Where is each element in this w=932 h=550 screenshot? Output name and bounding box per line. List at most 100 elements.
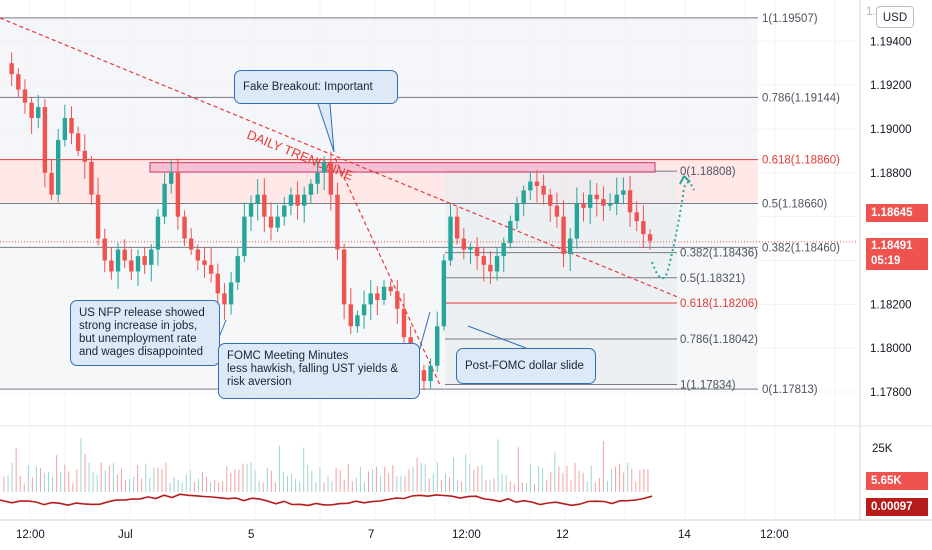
x-tick-7: 12:00 — [760, 529, 789, 541]
candle-14 — [95, 194, 101, 239]
candle-78 — [521, 190, 526, 204]
candle-42 — [282, 205, 287, 217]
candle-66 — [441, 260, 447, 327]
candle-16 — [109, 260, 114, 272]
candle-49 — [328, 161, 334, 195]
fib-right-label-3: 0.618(1.18206) — [680, 298, 758, 310]
candle-72 — [481, 256, 486, 265]
candle-40 — [268, 216, 274, 228]
fib-left-label-5: 0(1.17813) — [762, 384, 818, 396]
candle-5 — [36, 107, 41, 119]
candle-47 — [315, 172, 320, 184]
oscillator-line — [0, 493, 653, 507]
fake-breakout-pointer — [317, 103, 335, 153]
volume-scale-label: 25K — [872, 443, 893, 455]
candle-82 — [548, 194, 553, 206]
candle-55 — [368, 293, 373, 305]
candle-81 — [541, 185, 546, 195]
candle-53 — [355, 315, 360, 327]
fib-right-label-2: 0.5(1.18321) — [680, 273, 745, 285]
x-tick-3: 7 — [368, 529, 374, 541]
candle-3 — [22, 89, 28, 103]
candle-60 — [401, 308, 407, 338]
candle-45 — [302, 194, 307, 206]
candle-91 — [607, 203, 613, 206]
y-tick-1: 1.19200 — [870, 80, 912, 92]
y-tick-6: 1.18200 — [870, 299, 912, 311]
candle-13 — [89, 161, 94, 195]
projection-path — [651, 181, 695, 280]
x-tick-2: 5 — [248, 529, 254, 541]
candle-22 — [149, 249, 154, 265]
daily-trendline — [0, 17, 681, 299]
candle-39 — [262, 194, 267, 217]
fib-right-label-0: 0(1.18808) — [680, 166, 736, 178]
candle-67 — [448, 216, 453, 261]
resistance-zone — [149, 162, 656, 173]
candle-30 — [202, 260, 207, 265]
candle-93 — [621, 190, 626, 195]
candle-9 — [62, 118, 68, 140]
x-tick-5: 12 — [556, 529, 569, 541]
candle-80 — [534, 181, 540, 186]
last-price-value: 1.18491 — [871, 240, 913, 252]
y-tick-0: 1.19400 — [870, 36, 912, 48]
fib-left-label-4: 0.382(1.18460) — [762, 242, 840, 254]
candle-17 — [115, 249, 121, 272]
candle-19 — [129, 260, 134, 272]
candle-29 — [195, 249, 201, 261]
candle-70 — [468, 247, 473, 250]
candle-37 — [248, 203, 254, 217]
candle-46 — [308, 183, 314, 195]
candle-10 — [69, 118, 74, 134]
price-high-badge: 1.18645 — [866, 204, 928, 222]
candle-20 — [135, 256, 141, 272]
candle-34 — [228, 282, 234, 305]
fib-left-label-2: 0.618(1.18860) — [762, 155, 840, 167]
candle-25 — [169, 172, 174, 184]
currency-button[interactable]: USD — [876, 6, 914, 28]
candle-41 — [275, 216, 280, 228]
candle-1 — [9, 63, 14, 75]
candle-44 — [295, 194, 300, 206]
candle-64 — [428, 365, 433, 382]
candle-85 — [568, 238, 573, 254]
candle-15 — [102, 238, 107, 261]
nfp-note: US NFP release showed strong increase in… — [70, 300, 220, 366]
candle-33 — [222, 293, 227, 305]
candle-56 — [375, 293, 380, 300]
candle-77 — [514, 203, 520, 222]
candle-76 — [508, 221, 513, 243]
candle-84 — [561, 216, 566, 254]
y-tick-8: 1.17800 — [870, 387, 912, 399]
y-tick-2: 1.19000 — [870, 124, 912, 136]
candle-21 — [142, 256, 147, 265]
candle-38 — [255, 194, 260, 204]
candle-59 — [395, 291, 400, 309]
x-tick-1: Jul — [118, 529, 133, 541]
candle-92 — [614, 194, 619, 204]
candle-7 — [49, 172, 54, 195]
candle-18 — [122, 249, 127, 261]
fib-left-label-3: 0.5(1.18660) — [762, 199, 827, 211]
candle-23 — [155, 216, 161, 250]
candle-65 — [435, 326, 440, 366]
candle-54 — [361, 304, 367, 316]
candle-27 — [182, 216, 187, 239]
candle-8 — [55, 139, 61, 195]
candle-88 — [587, 194, 593, 208]
candle-31 — [208, 264, 214, 274]
fake-breakout-note: Fake Breakout: Important — [234, 70, 398, 104]
oscillator-badge: 0.00097 — [866, 498, 928, 516]
candle-73 — [488, 264, 493, 272]
fib-right-label-4: 0.786(1.18042) — [680, 334, 758, 346]
candle-51 — [341, 249, 347, 305]
fib-left-label-1: 0.786(1.19144) — [762, 92, 840, 104]
fib-left-label-0: 1(1.19507) — [762, 13, 818, 25]
candle-48 — [321, 161, 327, 173]
candle-12 — [82, 150, 87, 162]
candle-68 — [454, 216, 460, 239]
post-fomc-note: Post-FOMC dollar slide — [456, 348, 596, 384]
projection-arrow — [679, 175, 691, 185]
